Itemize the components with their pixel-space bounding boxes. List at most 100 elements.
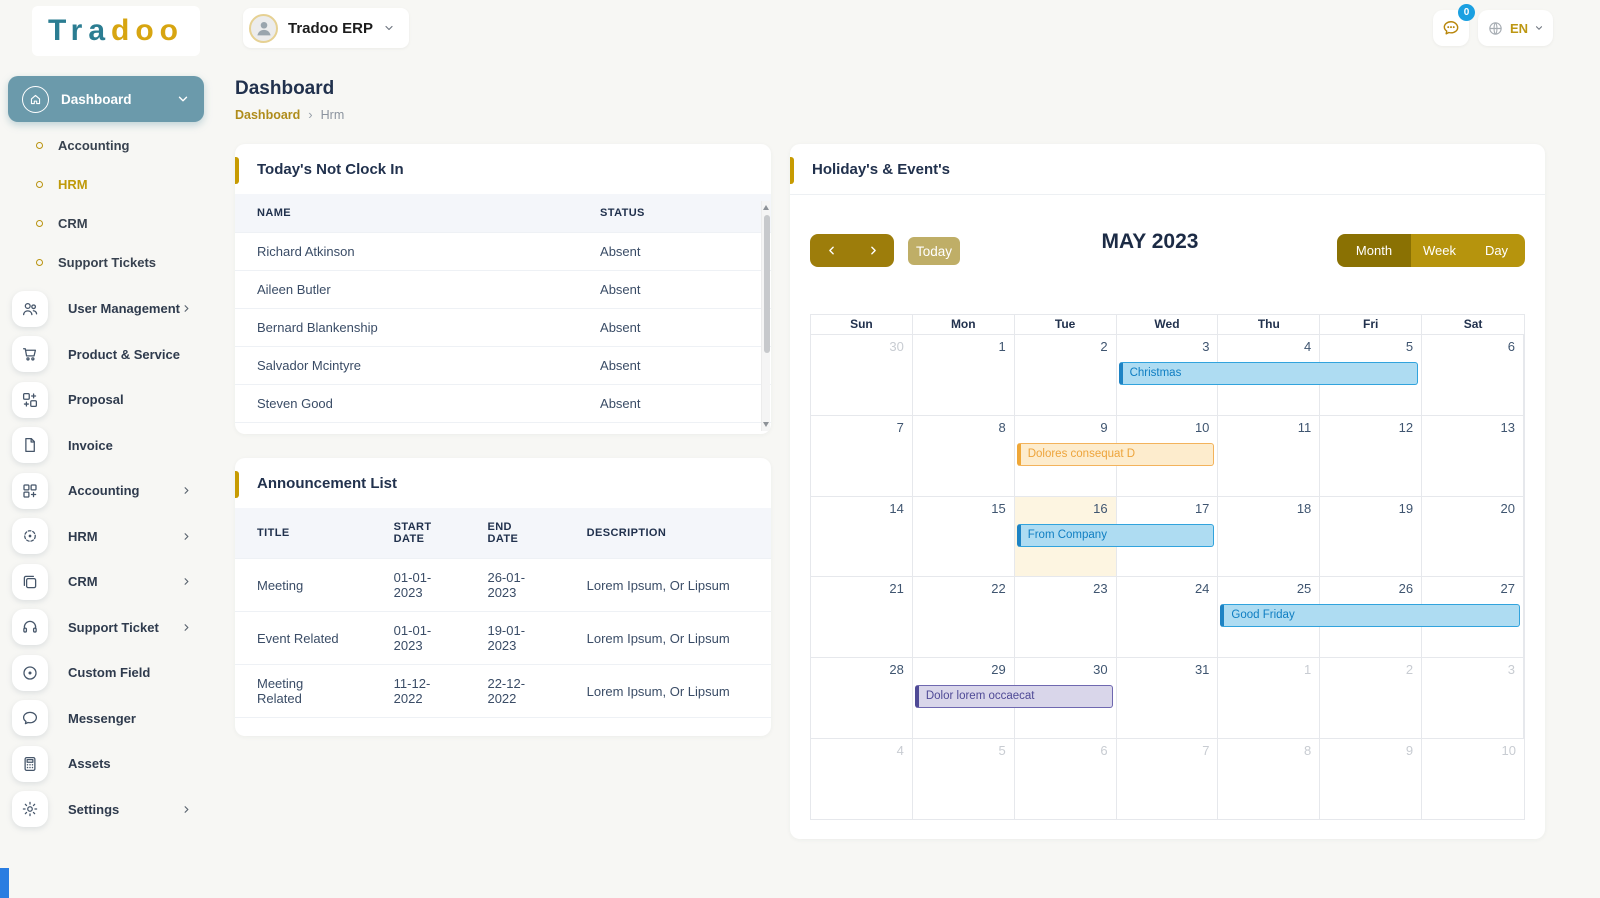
calendar-day-cell[interactable]: 27 (1422, 577, 1524, 658)
sidebar-item-messenger[interactable]: Messenger (8, 696, 208, 742)
weekday-label: Sun (811, 315, 913, 334)
calendar-nav (810, 234, 894, 267)
view-month-button[interactable]: Month (1337, 234, 1411, 267)
calendar-day-cell[interactable]: 11 (1218, 415, 1321, 496)
sidebar-item-crm[interactable]: CRM (8, 559, 208, 605)
sidebar-subitem-support-tickets[interactable]: Support Tickets (8, 243, 208, 282)
calendar-day-cell[interactable]: 6 (1422, 335, 1524, 415)
calendar-day-cell[interactable]: 22 (913, 577, 1015, 658)
calendar-day-cell[interactable]: 3 (1422, 658, 1524, 738)
table-cell: Lorem Ipsum, Or Lipsum (564, 664, 771, 718)
sidebar-item-support-ticket[interactable]: Support Ticket (8, 605, 208, 651)
calendar-day-cell[interactable]: 4 (811, 738, 913, 820)
calendar-day-cell[interactable]: 30 (811, 335, 913, 415)
sidebar-item-proposal[interactable]: Proposal (8, 377, 208, 423)
calendar-day-cell[interactable]: 24 (1117, 577, 1219, 658)
calendar-day-cell[interactable]: 21 (811, 577, 913, 658)
sidebar-item-invoice[interactable]: Invoice (8, 423, 208, 469)
language-selector[interactable]: EN (1478, 10, 1554, 46)
table-scrollbar[interactable] (761, 201, 770, 431)
calendar-day-cell[interactable]: 8 (1218, 738, 1321, 820)
calendar-day-cell[interactable]: 7 (1117, 738, 1219, 820)
not-clock-in-table: NAME STATUS Richard Atkinson Absent Aileen B… (235, 194, 771, 423)
scroll-up-arrow[interactable] (763, 205, 769, 210)
calendar-day-cell[interactable]: 12 (1320, 415, 1423, 496)
breadcrumb-dashboard[interactable]: Dashboard (235, 107, 301, 122)
sidebar-item-settings[interactable]: Settings (8, 787, 208, 833)
calendar-week-row: 28 29 30 31 1 2 3 Dolor lorem occaecat (811, 658, 1524, 739)
table-cell: 22-12-2022 (465, 664, 565, 718)
sidebar-subitem-hrm[interactable]: HRM (8, 165, 208, 204)
table-cell: Absent (578, 308, 771, 347)
calendar-day-cell[interactable]: 13 (1422, 415, 1524, 496)
calendar-day-cell[interactable]: 20 (1422, 496, 1524, 577)
calendar-day-cell[interactable]: 14 (811, 496, 913, 577)
sidebar-subitem-crm[interactable]: CRM (8, 204, 208, 243)
sidebar-item-product-service[interactable]: Product & Service (8, 332, 208, 378)
sidebar-item-accounting[interactable]: Accounting (8, 468, 208, 514)
view-week-button[interactable]: Week (1411, 234, 1468, 267)
calendar-day-cell[interactable]: 17 (1117, 496, 1219, 577)
sidebar-item-label: Messenger (68, 710, 136, 726)
calendar-day-cell[interactable]: 28 (811, 658, 913, 738)
announcement-card: Announcement List TITLE START DATE END DAT… (235, 458, 771, 736)
sidebar-item-assets[interactable]: Assets (8, 741, 208, 787)
chevron-right-icon (181, 804, 192, 815)
calendar-day-cell[interactable]: 31 (1117, 658, 1219, 738)
calendar-day-cell[interactable]: 30 (1015, 658, 1117, 738)
next-month-button[interactable] (852, 234, 894, 267)
table-row: Richard Atkinson Absent (235, 232, 771, 271)
calendar-day-cell[interactable]: 5 (913, 738, 1015, 820)
calendar-day-cell[interactable]: 1 (913, 335, 1015, 415)
messages-button[interactable]: 0 (1433, 4, 1475, 46)
sidebar-item-custom-field[interactable]: Custom Field (8, 650, 208, 696)
sidebar-item-user-management[interactable]: User Management (8, 286, 208, 332)
calendar-day-cell[interactable]: 6 (1015, 738, 1117, 820)
calendar-weekday-header: Sun Mon Tue Wed Thu Fri Sat (810, 314, 1525, 334)
calendar-event[interactable]: Dolor lorem occaecat (914, 685, 1113, 709)
column-header: DESCRIPTION (564, 508, 771, 559)
workspace-selector[interactable]: Tradoo ERP (243, 8, 410, 48)
today-button[interactable]: Today (908, 237, 960, 265)
table-row: Salvador Mcintyre Absent (235, 346, 771, 385)
sidebar-subitem-label: CRM (58, 216, 88, 231)
calendar-event[interactable]: From Company (1016, 523, 1215, 547)
sidebar-item-hrm[interactable]: HRM (8, 514, 208, 560)
calendar-day-cell[interactable]: 15 (913, 496, 1015, 577)
calendar-day-cell[interactable]: 7 (811, 415, 913, 496)
sidebar-subitem-label: HRM (58, 177, 88, 192)
calendar-day-cell[interactable]: 18 (1218, 496, 1321, 577)
calendar-day-cell[interactable]: 8 (913, 415, 1015, 496)
table-header-row: TITLE START DATE END DATE DESCRIPTION (235, 508, 771, 559)
sidebar-item-label: Settings (68, 801, 120, 817)
proposal-icon (12, 381, 48, 418)
invoice-icon (12, 427, 48, 464)
calendar-day-cell[interactable]: 10 (1117, 415, 1219, 496)
calendar-day-cell[interactable]: 9 (1320, 738, 1423, 820)
cart-icon (12, 336, 48, 373)
calendar-day-cell[interactable]: 10 (1501, 742, 1516, 758)
calendar-event[interactable]: Good Friday (1220, 604, 1520, 628)
sidebar-subitem-accounting[interactable]: Accounting (8, 126, 208, 165)
calendar-day-cell[interactable]: 1 (1218, 658, 1321, 738)
table-cell: Absent (578, 232, 771, 271)
calendar-day-cell[interactable]: 5 (1320, 335, 1423, 415)
scrollbar-thumb[interactable] (763, 215, 770, 353)
sidebar: Dashboard Accounting HRM CRM Support Ticket… (8, 76, 208, 832)
sidebar-item-dashboard[interactable]: Dashboard (8, 76, 204, 122)
calendar-day-cell[interactable]: 2 (1015, 335, 1117, 415)
calendar-event[interactable]: Dolores consequat D (1016, 442, 1215, 466)
calendar-event[interactable]: Christmas (1118, 362, 1419, 385)
calendar-week-row: 21 22 23 24 25 26 27 Good Friday (811, 577, 1524, 659)
calendar-day-cell[interactable]: 2 (1320, 658, 1423, 738)
view-day-button[interactable]: Day (1468, 234, 1525, 267)
table-row: Bernard Blankenship Absent (235, 308, 771, 347)
calendar-month-label: MAY 2023 (1101, 230, 1199, 253)
calendar-day-cell[interactable]: 19 (1320, 496, 1423, 577)
table-cell: Meeting (235, 558, 372, 612)
scroll-down-arrow[interactable] (763, 422, 769, 427)
custom-field-icon (12, 654, 48, 691)
prev-month-button[interactable] (810, 234, 852, 267)
column-header: NAME (235, 194, 579, 233)
calendar-day-cell[interactable]: 23 (1015, 577, 1117, 658)
